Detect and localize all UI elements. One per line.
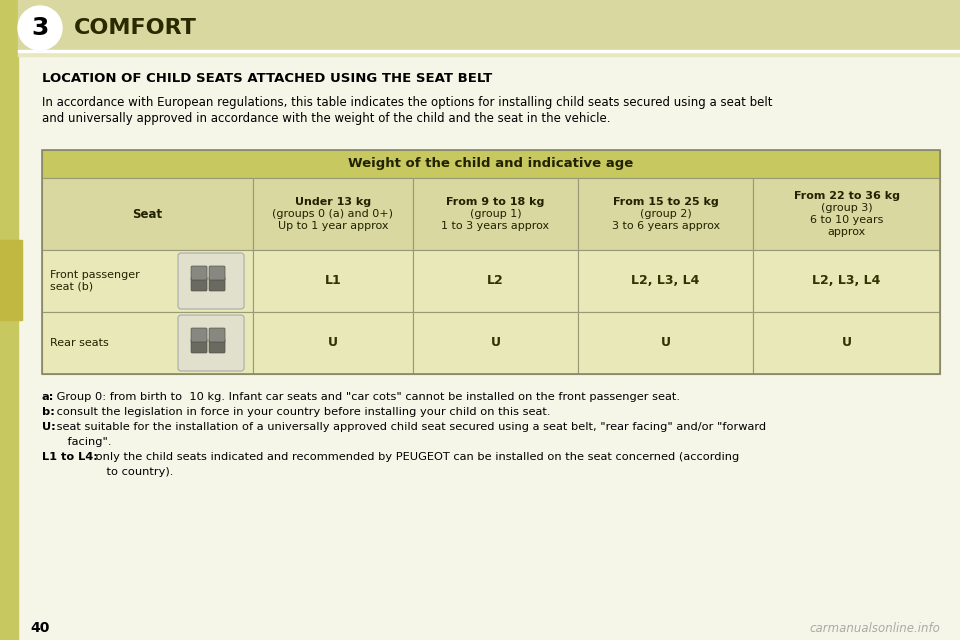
Bar: [42, 150, 940, 374]
FancyBboxPatch shape: [191, 277, 207, 291]
Bar: [754, 178, 940, 250]
Bar: [18, 0, 960, 52]
Text: (group 3): (group 3): [821, 203, 873, 213]
Text: only the child seats indicated and recommended by PEUGEOT can be installed on th: only the child seats indicated and recom…: [91, 452, 739, 462]
Text: U: U: [842, 337, 852, 349]
Text: seat suitable for the installation of a universally approved child seat secured : seat suitable for the installation of a …: [53, 422, 766, 432]
Bar: [413, 312, 578, 374]
Bar: [0, 240, 22, 320]
Text: L1: L1: [324, 275, 342, 287]
Text: L1 to L4:: L1 to L4:: [42, 452, 98, 462]
FancyBboxPatch shape: [191, 328, 207, 342]
Text: (group 2): (group 2): [639, 209, 691, 219]
Text: In accordance with European regulations, this table indicates the options for in: In accordance with European regulations,…: [42, 96, 773, 109]
FancyBboxPatch shape: [209, 339, 225, 353]
Bar: [578, 178, 754, 250]
Bar: [253, 312, 413, 374]
Text: 3: 3: [32, 16, 49, 40]
Text: U:: U:: [42, 422, 56, 432]
FancyBboxPatch shape: [178, 253, 244, 309]
Text: Seat: Seat: [132, 207, 162, 221]
Text: Group 0: from birth to  10 kg. Infant car seats and "car cots" cannot be install: Group 0: from birth to 10 kg. Infant car…: [53, 392, 680, 402]
Text: Weight of the child and indicative age: Weight of the child and indicative age: [348, 157, 634, 170]
Text: From 9 to 18 kg: From 9 to 18 kg: [446, 197, 544, 207]
Text: Front passenger
seat (b): Front passenger seat (b): [50, 270, 140, 292]
FancyBboxPatch shape: [178, 315, 244, 371]
FancyBboxPatch shape: [209, 277, 225, 291]
Bar: [578, 250, 754, 312]
Bar: [413, 178, 578, 250]
Text: and universally approved in accordance with the weight of the child and the seat: and universally approved in accordance w…: [42, 112, 611, 125]
Text: U: U: [491, 337, 500, 349]
Text: LOCATION OF CHILD SEATS ATTACHED USING THE SEAT BELT: LOCATION OF CHILD SEATS ATTACHED USING T…: [42, 72, 492, 85]
Text: 6 to 10 years: 6 to 10 years: [810, 215, 883, 225]
Bar: [42, 150, 940, 178]
Text: 3 to 6 years approx: 3 to 6 years approx: [612, 221, 720, 231]
Text: U: U: [328, 337, 338, 349]
Text: b:: b:: [42, 407, 55, 417]
Text: Rear seats: Rear seats: [50, 338, 108, 348]
Circle shape: [18, 6, 62, 50]
Text: to country).: to country).: [91, 467, 173, 477]
Text: (groups 0 (a) and 0+): (groups 0 (a) and 0+): [273, 209, 394, 219]
Bar: [0, 0, 18, 640]
Bar: [754, 312, 940, 374]
Text: consult the legislation in force in your country before installing your child on: consult the legislation in force in your…: [53, 407, 550, 417]
Bar: [253, 178, 413, 250]
Text: L2: L2: [487, 275, 504, 287]
Text: carmanualsonline.info: carmanualsonline.info: [809, 621, 940, 634]
Text: L2, L3, L4: L2, L3, L4: [812, 275, 880, 287]
Bar: [578, 312, 754, 374]
Text: (group 1): (group 1): [469, 209, 521, 219]
Bar: [253, 250, 413, 312]
Text: From 22 to 36 kg: From 22 to 36 kg: [794, 191, 900, 201]
Text: COMFORT: COMFORT: [74, 18, 197, 38]
Text: a:: a:: [42, 392, 55, 402]
Text: facing".: facing".: [53, 437, 111, 447]
Bar: [18, 52, 960, 56]
Text: L2, L3, L4: L2, L3, L4: [632, 275, 700, 287]
FancyBboxPatch shape: [209, 328, 225, 342]
FancyBboxPatch shape: [209, 266, 225, 280]
Bar: [42, 250, 253, 312]
Text: 1 to 3 years approx: 1 to 3 years approx: [442, 221, 549, 231]
Bar: [413, 250, 578, 312]
Text: approx: approx: [828, 227, 866, 237]
Text: Up to 1 year approx: Up to 1 year approx: [277, 221, 388, 231]
FancyBboxPatch shape: [191, 339, 207, 353]
Text: U: U: [660, 337, 671, 349]
Bar: [18, 50, 960, 52]
Text: 40: 40: [30, 621, 49, 635]
FancyBboxPatch shape: [191, 266, 207, 280]
Bar: [754, 250, 940, 312]
Text: Under 13 kg: Under 13 kg: [295, 197, 371, 207]
Text: From 15 to 25 kg: From 15 to 25 kg: [612, 197, 718, 207]
Bar: [42, 178, 253, 250]
Bar: [42, 312, 253, 374]
